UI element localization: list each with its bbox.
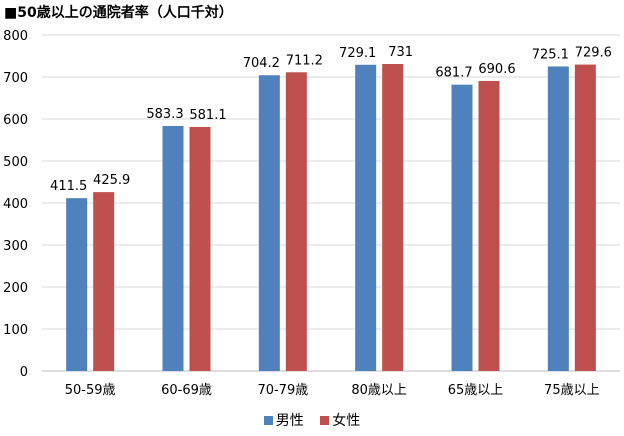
bar xyxy=(451,84,473,371)
legend-item-male: 男性 xyxy=(263,410,304,430)
y-tick-label: 0 xyxy=(20,365,28,380)
y-tick-label: 800 xyxy=(3,29,28,44)
y-tick-label: 200 xyxy=(3,281,28,296)
bar xyxy=(547,66,569,371)
y-tick-label: 700 xyxy=(3,71,28,86)
data-label: 731 xyxy=(388,45,413,60)
data-label: 690.6 xyxy=(478,62,515,77)
x-tick-label: 50-59歳 xyxy=(65,383,116,398)
bar xyxy=(478,80,500,371)
bar xyxy=(162,126,184,371)
bar xyxy=(189,126,211,371)
data-label: 583.3 xyxy=(146,107,183,122)
data-label: 581.1 xyxy=(189,108,226,123)
x-tick-label: 65歳以上 xyxy=(448,383,504,398)
chart-title: ■50歳以上の通院者率（人口千対） xyxy=(4,5,233,21)
bar xyxy=(258,75,280,372)
data-label: 729.1 xyxy=(339,46,376,61)
x-tick-label: 75歳以上 xyxy=(544,383,600,398)
y-tick-label: 100 xyxy=(3,323,28,338)
x-tick-label: 60-69歳 xyxy=(161,383,212,398)
bar xyxy=(382,63,404,371)
legend-swatch-male xyxy=(263,415,273,425)
legend-item-female: 女性 xyxy=(320,410,360,430)
data-label: 704.2 xyxy=(243,56,280,71)
chart-legend: 男性 女性 xyxy=(0,410,624,430)
legend-swatch-female xyxy=(320,415,330,425)
x-tick-label: 70-79歳 xyxy=(257,383,308,398)
data-label: 711.2 xyxy=(286,53,323,68)
bar xyxy=(93,192,115,371)
bar xyxy=(355,64,377,371)
data-label: 411.5 xyxy=(50,179,87,194)
y-tick-label: 300 xyxy=(3,239,28,254)
y-tick-label: 400 xyxy=(3,197,28,212)
bar xyxy=(66,198,88,371)
data-label: 729.6 xyxy=(575,46,612,61)
x-tick-label: 80歳以上 xyxy=(351,383,407,398)
data-label: 725.1 xyxy=(532,47,569,62)
legend-label-female: 女性 xyxy=(332,413,361,429)
data-label: 681.7 xyxy=(435,66,472,81)
data-label: 425.9 xyxy=(93,173,130,188)
bar xyxy=(285,72,307,372)
y-tick-label: 600 xyxy=(3,113,28,128)
legend-label-male: 男性 xyxy=(275,413,304,429)
y-tick-label: 500 xyxy=(3,155,28,170)
bar xyxy=(574,64,596,372)
